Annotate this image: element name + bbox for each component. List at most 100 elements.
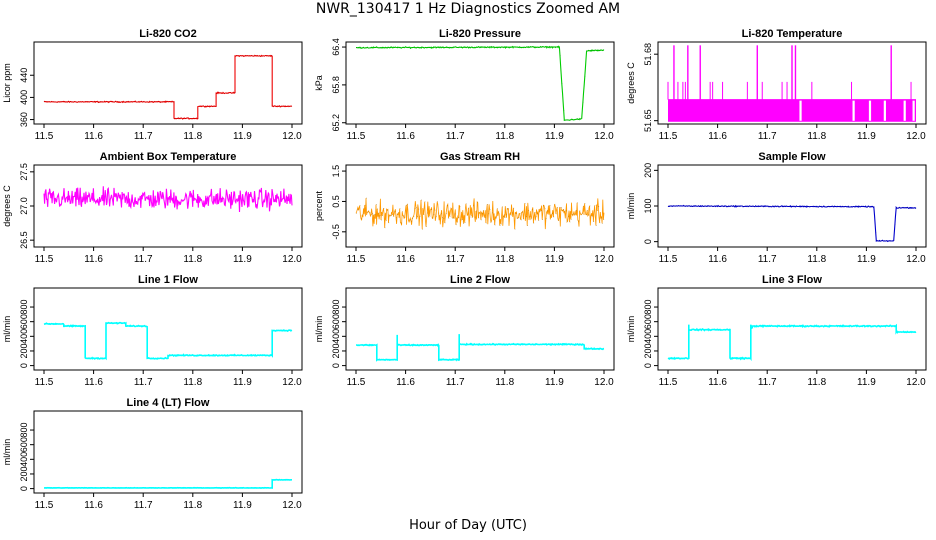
x-tick-label: 11.7 bbox=[758, 377, 777, 388]
y-tick-label: 400 bbox=[643, 329, 653, 344]
plot-frame bbox=[33, 410, 303, 494]
series-group bbox=[44, 478, 292, 489]
y-tick-label: 66.4 bbox=[331, 38, 341, 56]
temp-gap bbox=[868, 100, 872, 121]
series-group bbox=[43, 321, 293, 361]
x-tick-label: 11.8 bbox=[183, 500, 202, 511]
x-tick-label: 11.6 bbox=[84, 377, 103, 388]
y-tick-label: 800 bbox=[19, 423, 29, 438]
panel-title: Line 2 Flow bbox=[450, 274, 510, 286]
y-tick-label: 200 bbox=[19, 466, 29, 481]
y-tick-label: 600 bbox=[331, 314, 341, 329]
x-tick-label: 11.7 bbox=[134, 500, 153, 511]
x-tick-label: 11.8 bbox=[495, 254, 514, 265]
x-tick-label: 11.9 bbox=[233, 131, 252, 142]
x-tick-label: 11.7 bbox=[758, 131, 777, 142]
plot-frame bbox=[33, 164, 303, 248]
y-axis-label: ml/min bbox=[314, 316, 324, 343]
y-tick-label: 200 bbox=[19, 343, 29, 358]
x-tick-label: 11.6 bbox=[396, 377, 415, 388]
y-tick-label: 0 bbox=[643, 239, 653, 244]
x-tick-label: 11.5 bbox=[347, 377, 366, 388]
series-group bbox=[667, 45, 916, 122]
y-axis-label: degrees C bbox=[626, 62, 636, 104]
panel-title: Gas Stream RH bbox=[440, 151, 520, 163]
plot-frame bbox=[345, 287, 615, 371]
y-tick-label: 0 bbox=[643, 363, 653, 368]
y-tick-label: 51.65 bbox=[643, 109, 653, 132]
x-tick-label: 11.8 bbox=[807, 254, 826, 265]
series-group bbox=[667, 323, 917, 362]
y-tick-label: -0.5 bbox=[331, 224, 341, 240]
x-tick-label: 11.5 bbox=[659, 377, 678, 388]
panel-5: Sample Flow 11.5 11.6 11.7 11.8 11.9 12.0 0 100 2… bbox=[626, 151, 927, 265]
panel-7: Line 2 Flow 11.5 11.6 11.7 11.8 11.9 12.0 0 2004… bbox=[314, 274, 615, 388]
panel-title: Li-820 Pressure bbox=[439, 28, 521, 40]
x-tick-label: 12.0 bbox=[594, 254, 614, 265]
panel-title: Line 3 Flow bbox=[762, 274, 822, 286]
temp-gap bbox=[852, 100, 855, 121]
x-tick-label: 11.6 bbox=[84, 254, 103, 265]
series-group bbox=[356, 334, 605, 362]
series-line bbox=[356, 334, 605, 362]
temp-gap bbox=[903, 100, 906, 121]
x-tick-label: 11.9 bbox=[545, 254, 564, 265]
x-tick-label: 11.5 bbox=[347, 131, 366, 142]
x-tick-label: 12.0 bbox=[282, 131, 302, 142]
y-axis-label: Licor ppm bbox=[2, 63, 12, 103]
x-tick-label: 11.8 bbox=[495, 131, 514, 142]
y-axis-label: ml/min bbox=[626, 193, 636, 220]
x-tick-label: 12.0 bbox=[282, 500, 302, 511]
panel-title: Ambient Box Temperature bbox=[100, 151, 237, 163]
series-points bbox=[668, 205, 916, 242]
panel-9: Line 4 (LT) Flow 11.5 11.6 11.7 11.8 11.9 12.0… bbox=[2, 397, 303, 511]
x-tick-label: 11.8 bbox=[183, 377, 202, 388]
x-tick-label: 11.9 bbox=[233, 377, 252, 388]
x-tick-label: 11.5 bbox=[35, 254, 54, 265]
x-tick-label: 11.8 bbox=[183, 254, 202, 265]
x-tick-label: 11.9 bbox=[857, 377, 876, 388]
x-tick-label: 11.7 bbox=[758, 254, 777, 265]
series-group bbox=[355, 197, 605, 230]
series-line bbox=[355, 198, 605, 230]
plot-frame bbox=[345, 164, 615, 248]
panel-title: Line 1 Flow bbox=[138, 274, 198, 286]
panel-3: Ambient Box Temperature 11.5 11.6 11.7 11.8 1… bbox=[2, 151, 303, 265]
x-tick-label: 11.8 bbox=[183, 131, 202, 142]
plot-frame bbox=[657, 41, 927, 125]
x-tick-label: 12.0 bbox=[594, 131, 614, 142]
y-axis-label: degrees C bbox=[2, 185, 12, 227]
series-line bbox=[667, 323, 917, 362]
x-tick-label: 11.7 bbox=[134, 254, 153, 265]
x-tick-label: 11.6 bbox=[396, 254, 415, 265]
y-tick-label: 200 bbox=[643, 343, 653, 358]
y-tick-label: 0 bbox=[19, 363, 29, 368]
y-tick-label: 800 bbox=[19, 300, 29, 315]
temp-gap bbox=[799, 100, 802, 121]
y-tick-label: 0 bbox=[331, 363, 341, 368]
series-points bbox=[44, 55, 292, 120]
x-tick-label: 12.0 bbox=[906, 377, 926, 388]
y-tick-label: 200 bbox=[643, 163, 653, 178]
y-tick-label: 360 bbox=[19, 112, 29, 127]
panel-2: Li-820 Temperature 11.5 11.6 11.7 11.8 11.9 12… bbox=[626, 28, 927, 142]
y-tick-label: 51.68 bbox=[643, 43, 653, 66]
series-line bbox=[43, 321, 293, 361]
panel-title: Line 4 (LT) Flow bbox=[127, 397, 210, 409]
y-tick-label: 400 bbox=[331, 329, 341, 344]
x-tick-label: 11.9 bbox=[857, 254, 876, 265]
series-points bbox=[356, 197, 605, 230]
x-tick-label: 11.5 bbox=[35, 131, 54, 142]
y-tick-label: 600 bbox=[643, 314, 653, 329]
x-tick-label: 11.5 bbox=[347, 254, 366, 265]
x-tick-label: 11.6 bbox=[396, 131, 415, 142]
series-group bbox=[667, 204, 917, 243]
x-tick-label: 11.6 bbox=[708, 377, 727, 388]
y-tick-label: 400 bbox=[19, 452, 29, 467]
x-tick-label: 11.5 bbox=[659, 254, 678, 265]
y-tick-label: 800 bbox=[331, 300, 341, 315]
panel-title: Li-820 CO2 bbox=[139, 28, 196, 40]
x-tick-label: 11.7 bbox=[446, 254, 465, 265]
y-tick-label: 600 bbox=[19, 437, 29, 452]
y-tick-label: 65.8 bbox=[331, 76, 341, 94]
